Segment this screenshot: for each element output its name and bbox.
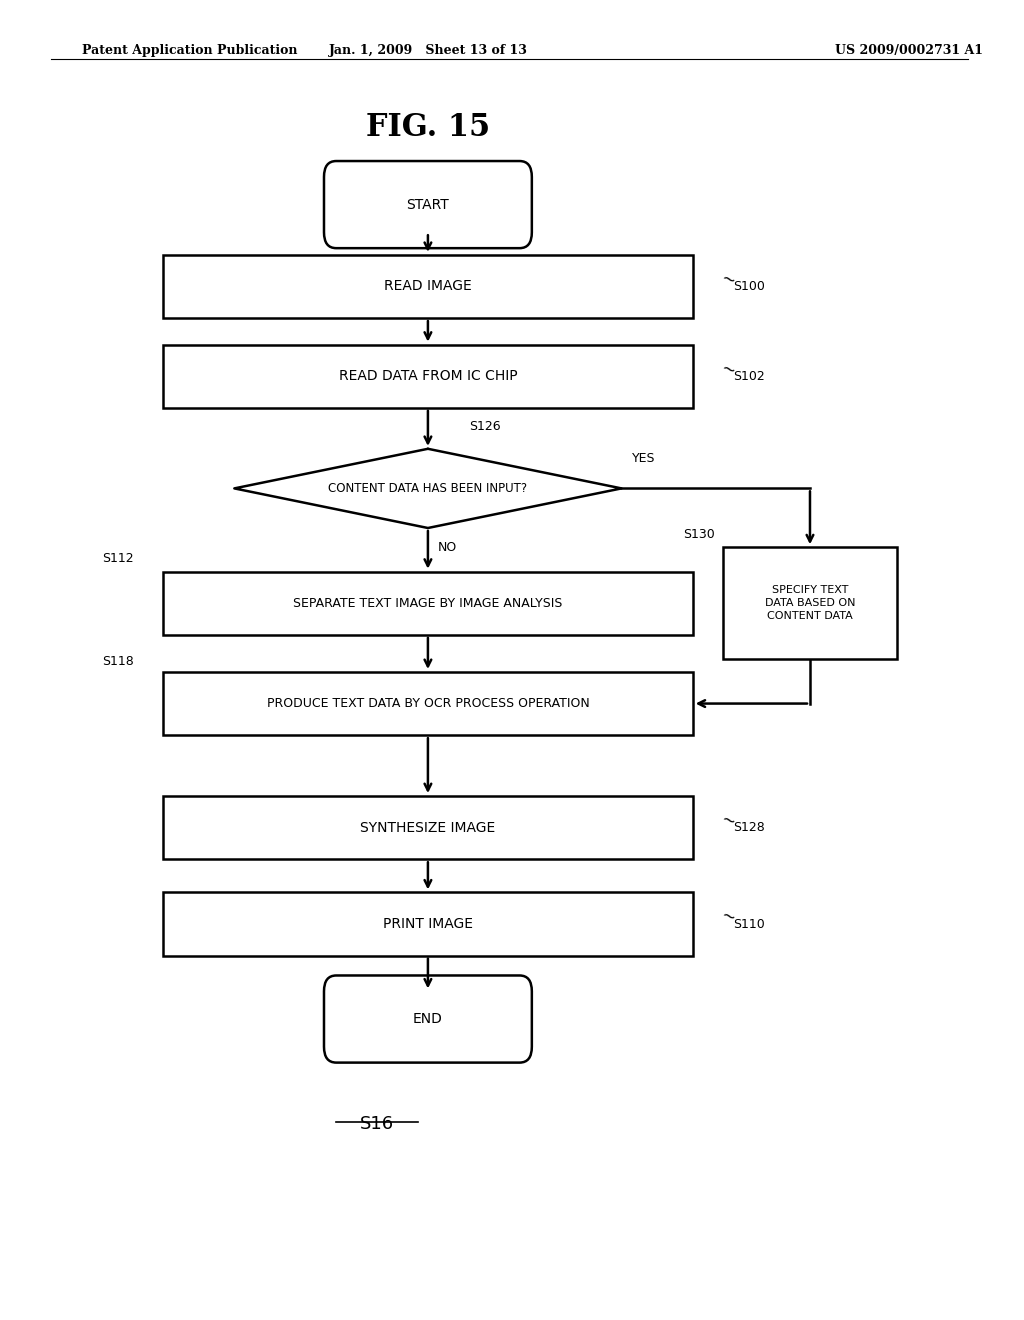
Text: S110: S110 [733,917,765,931]
Text: SEPARATE TEXT IMAGE BY IMAGE ANALYSIS: SEPARATE TEXT IMAGE BY IMAGE ANALYSIS [293,597,562,610]
Text: S126: S126 [469,420,501,433]
Text: S128: S128 [733,821,765,834]
Bar [163,796,693,859]
FancyBboxPatch shape [324,161,531,248]
Text: S16: S16 [359,1115,394,1134]
Text: READ DATA FROM IC CHIP: READ DATA FROM IC CHIP [339,370,517,383]
Text: START: START [407,198,450,211]
Bar [163,892,693,956]
Text: ~: ~ [718,269,737,290]
Text: ~: ~ [718,907,737,928]
Text: READ IMAGE: READ IMAGE [384,280,472,293]
Text: FIG. 15: FIG. 15 [366,112,489,143]
Text: US 2009/0002731 A1: US 2009/0002731 A1 [836,44,983,57]
Text: Jan. 1, 2009   Sheet 13 of 13: Jan. 1, 2009 Sheet 13 of 13 [329,44,527,57]
Text: END: END [413,1012,442,1026]
Bar [163,255,693,318]
Text: S112: S112 [101,552,133,565]
Text: ~: ~ [718,810,737,832]
Bar [163,672,693,735]
Text: ~: ~ [718,359,737,380]
Text: S118: S118 [101,655,134,668]
Text: Patent Application Publication: Patent Application Publication [82,44,297,57]
Text: YES: YES [632,451,655,465]
Polygon shape [234,449,622,528]
Text: PRINT IMAGE: PRINT IMAGE [383,917,473,931]
Bar [723,546,897,659]
Bar [163,572,693,635]
Text: SPECIFY TEXT
DATA BASED ON
CONTENT DATA: SPECIFY TEXT DATA BASED ON CONTENT DATA [765,585,855,622]
FancyBboxPatch shape [324,975,531,1063]
Text: S130: S130 [683,528,715,541]
Text: SYNTHESIZE IMAGE: SYNTHESIZE IMAGE [360,821,496,834]
Text: S100: S100 [733,280,766,293]
Bar [163,345,693,408]
Text: CONTENT DATA HAS BEEN INPUT?: CONTENT DATA HAS BEEN INPUT? [329,482,527,495]
Text: PRODUCE TEXT DATA BY OCR PROCESS OPERATION: PRODUCE TEXT DATA BY OCR PROCESS OPERATI… [266,697,589,710]
Text: S102: S102 [733,370,765,383]
Text: NO: NO [438,541,458,554]
